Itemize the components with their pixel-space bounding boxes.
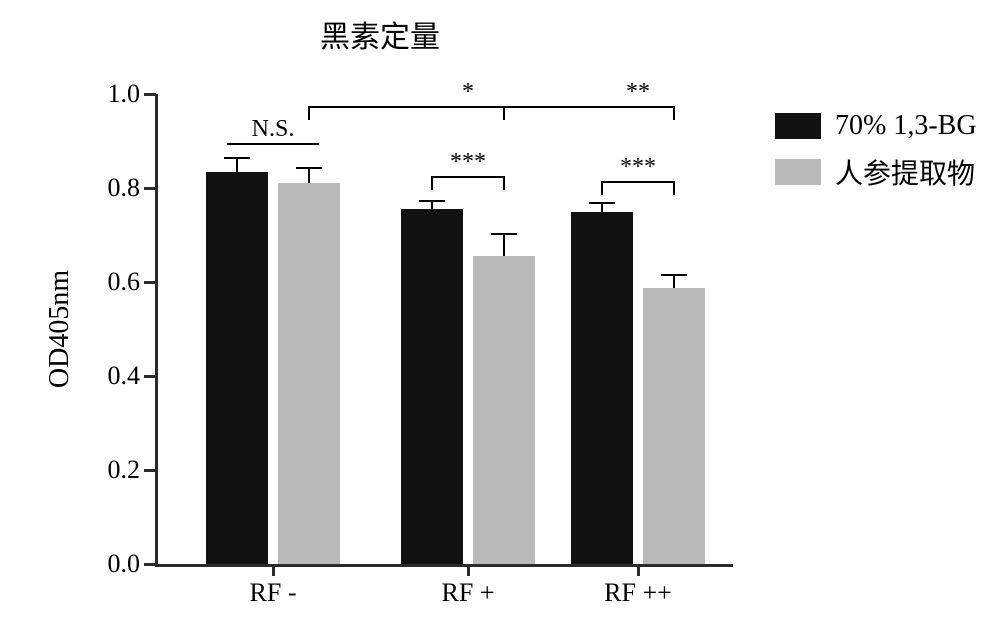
legend: 70% 1,3-BG 人参提取物 — [775, 110, 977, 202]
y-axis-label: OD405nm — [44, 270, 76, 388]
error-whisker — [503, 233, 505, 257]
sig-label: ** — [626, 80, 650, 104]
error-cap — [491, 233, 517, 235]
bar — [643, 288, 705, 564]
x-tick-label: RF + — [442, 564, 495, 608]
bar — [206, 172, 268, 564]
error-cap — [224, 157, 250, 159]
sig-bracket-drop — [601, 181, 603, 195]
error-cap — [419, 200, 445, 202]
bar — [278, 183, 340, 564]
legend-label: 70% 1,3-BG — [835, 110, 977, 142]
y-tick-label: 0.6 — [108, 267, 159, 297]
sig-bracket — [602, 181, 674, 183]
error-cap — [296, 167, 322, 169]
y-tick-label: 0.0 — [108, 549, 159, 579]
sig-bracket — [227, 143, 319, 145]
error-whisker — [236, 157, 238, 171]
chart-stage: 黑素定量 0.0 0.2 0.4 0.6 0.8 1.0 RF - RF + RF ++ N.S. *… — [0, 0, 1000, 636]
sig-bracket-drop — [673, 181, 675, 195]
legend-swatch — [775, 159, 821, 185]
error-cap — [661, 274, 687, 276]
error-whisker — [308, 167, 310, 183]
sig-bracket-drop — [503, 106, 505, 120]
sig-bracket-drop — [503, 176, 505, 190]
sig-label: *** — [620, 155, 656, 179]
x-tick-label: RF ++ — [604, 564, 672, 608]
legend-label: 人参提取物 — [835, 152, 975, 192]
x-tick-label: RF - — [250, 564, 297, 608]
sig-label: * — [462, 80, 474, 104]
sig-bracket-drop — [673, 106, 675, 120]
error-whisker — [673, 274, 675, 288]
sig-bracket — [432, 176, 504, 178]
bar — [571, 212, 633, 564]
sig-bracket-drop — [431, 176, 433, 190]
y-tick-label: 1.0 — [108, 79, 159, 109]
plot-area: 0.00.20.40.60.81.0RF -RF +RF ++N.S.*****… — [155, 94, 733, 567]
bar — [473, 256, 535, 564]
legend-item: 70% 1,3-BG — [775, 110, 977, 142]
sig-bracket — [309, 106, 674, 108]
legend-item: 人参提取物 — [775, 152, 977, 192]
y-tick-label: 0.8 — [108, 173, 159, 203]
y-tick-label: 0.4 — [108, 361, 159, 391]
sig-label: *** — [450, 150, 486, 174]
sig-bracket-drop — [308, 106, 310, 120]
error-cap — [589, 202, 615, 204]
bar — [401, 209, 463, 564]
chart-title: 黑素定量 — [0, 12, 760, 56]
sig-label: N.S. — [252, 117, 295, 141]
y-tick-label: 0.2 — [108, 455, 159, 485]
legend-swatch — [775, 113, 821, 139]
